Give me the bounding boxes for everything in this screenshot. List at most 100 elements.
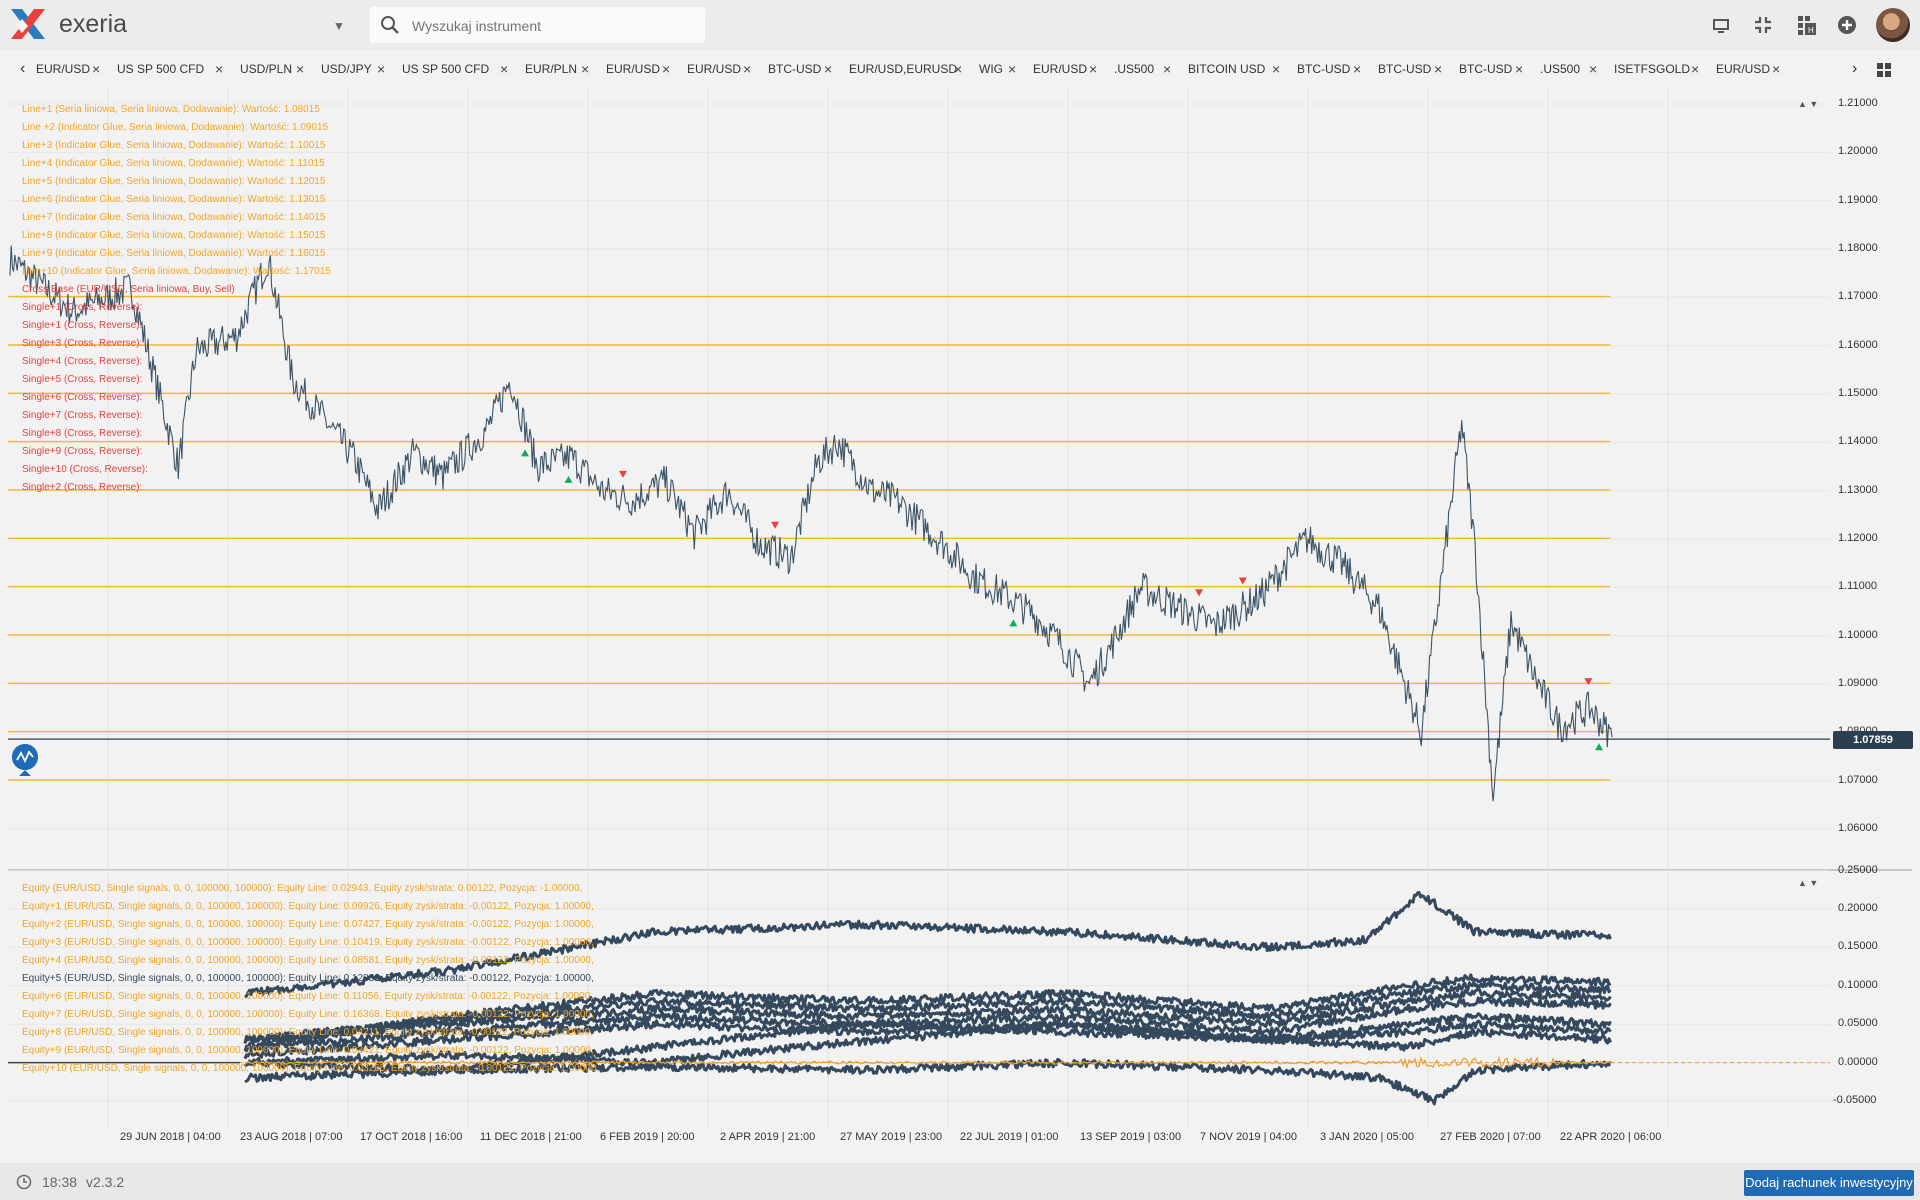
y-tick-label: 1.13000 — [1838, 483, 1878, 496]
legend-line-entry[interactable]: Line+4 (Indicator Glue, Seria liniowa, D… — [22, 158, 325, 169]
legend-signal-entry[interactable]: Single+9 (Cross, Reverse): — [22, 446, 143, 457]
legend-equity-entry[interactable]: Equity+2 (EUR/USD, Single signals, 0, 0,… — [22, 919, 594, 930]
search-icon — [381, 16, 399, 34]
legend-line-entry[interactable]: Line +2 (Indicator Glue, Seria liniowa, … — [22, 122, 329, 133]
legend-signal-entry[interactable]: Single+2 (Cross, Reverse): — [22, 482, 143, 493]
tab-close-icon[interactable]: × — [662, 61, 671, 77]
tab-instrument[interactable]: BTC-USD × — [768, 50, 832, 88]
tab-instrument[interactable]: EUR/PLN × — [525, 50, 589, 88]
tab-close-icon[interactable]: × — [1008, 61, 1017, 77]
tab-close-icon[interactable]: × — [296, 61, 305, 77]
tab-close-icon[interactable]: × — [1272, 61, 1281, 77]
legend-line-entry[interactable]: Line+1 (Seria liniowa, Seria liniowa, Do… — [22, 104, 320, 115]
legend-line-entry[interactable]: Line+9 (Indicator Glue, Seria liniowa, D… — [22, 248, 326, 259]
y-tick-label: 1.14000 — [1838, 435, 1878, 448]
tab-close-icon[interactable]: × — [824, 61, 833, 77]
legend-equity-entry[interactable]: Equity+5 (EUR/USD, Single signals, 0, 0,… — [22, 973, 594, 984]
legend-signal-entry[interactable]: Single+10 (Cross, Reverse): — [22, 464, 148, 475]
tabs-grid-icon[interactable] — [1876, 62, 1892, 78]
legend-equity-entry[interactable]: Equity+9 (EUR/USD, Single signals, 0, 0,… — [22, 1045, 594, 1056]
exeria-logo[interactable] — [8, 6, 48, 42]
compress-icon[interactable] — [1752, 14, 1774, 36]
tab-instrument[interactable]: EUR/USD × — [1716, 50, 1780, 90]
tab-instrument[interactable]: US SP 500 CFD × — [117, 50, 223, 88]
tab-close-icon[interactable]: × — [215, 61, 224, 77]
sell-signal-marker — [1584, 678, 1593, 686]
legend-signal-entry[interactable]: Single+1 (Cross, Reverse): — [22, 320, 143, 331]
legend-line-entry[interactable]: Line+8 (Indicator Glue, Seria liniowa, D… — [22, 230, 326, 241]
add-circle-icon[interactable] — [1836, 14, 1858, 36]
tab-close-icon[interactable]: × — [1089, 61, 1098, 77]
legend-signal-entry[interactable]: Single+8 (Cross, Reverse): — [22, 428, 143, 439]
tab-close-icon[interactable]: × — [954, 61, 963, 77]
tab-close-icon[interactable]: × — [377, 61, 386, 77]
tabs-scroll-right-icon[interactable]: › — [1852, 60, 1858, 77]
drawing-tool-icon[interactable] — [10, 742, 40, 780]
legend-equity-entry[interactable]: Equity+3 (EUR/USD, Single signals, 0, 0,… — [22, 937, 594, 948]
tab-instrument[interactable]: ISETFSGOLD × — [1614, 50, 1699, 88]
tab-instrument[interactable]: BTC-USD × — [1297, 50, 1361, 88]
tab-close-icon[interactable]: × — [1434, 61, 1443, 77]
legend-equity-entry[interactable]: Equity+8 (EUR/USD, Single signals, 0, 0,… — [22, 1027, 593, 1038]
tab-close-icon[interactable]: × — [1772, 61, 1781, 77]
legend-signal-entry[interactable]: Single+6 (Cross, Reverse): — [22, 392, 143, 403]
tab-close-icon[interactable]: × — [581, 61, 590, 77]
add-account-button[interactable]: Dodaj rachunek inwestycyjny — [1744, 1170, 1914, 1196]
tab-instrument[interactable]: USD/JPY × — [321, 50, 385, 88]
tab-close-icon[interactable]: × — [1163, 61, 1172, 77]
monitor-icon[interactable] — [1710, 14, 1732, 36]
tab-close-icon[interactable]: × — [92, 61, 101, 77]
main-pane-arrows-icon[interactable]: ▲ ▼ — [1798, 99, 1819, 109]
tab-instrument[interactable]: WIG × — [979, 50, 1016, 88]
tab-instrument[interactable]: USD/PLN × — [240, 50, 304, 88]
legend-signal-entry[interactable]: Cross Base (EUR/USD, Seria liniowa, Buy,… — [22, 284, 235, 295]
tab-close-icon[interactable]: × — [1515, 61, 1524, 77]
tab-close-icon[interactable]: × — [1691, 61, 1700, 77]
legend-line-entry[interactable]: Line+5 (Indicator Glue, Seria liniowa, D… — [22, 176, 326, 187]
legend-signal-entry[interactable]: Single+5 (Cross, Reverse): — [22, 374, 143, 385]
tab-close-icon[interactable]: × — [1353, 61, 1362, 77]
tab-instrument[interactable]: EUR/USD,EURUSD × — [849, 50, 962, 88]
tab-instrument[interactable]: .US500 × — [1114, 50, 1171, 88]
tab-instrument[interactable]: EUR/USD × — [36, 50, 100, 88]
y-tick-label: 1.16000 — [1838, 338, 1878, 351]
legend-line-entry[interactable]: Line+6 (Indicator Glue, Seria liniowa, D… — [22, 194, 326, 205]
tab-instrument[interactable]: BITCOIN USD × — [1188, 50, 1280, 88]
tab-instrument[interactable]: EUR/USD × — [687, 50, 751, 88]
user-avatar[interactable] — [1876, 8, 1910, 42]
equity-line — [243, 988, 1612, 1044]
search-input[interactable] — [410, 13, 694, 39]
legend-signal-entry[interactable]: Single+3 (Cross, Reverse): — [22, 338, 143, 349]
tab-instrument[interactable]: .US500 × — [1540, 50, 1597, 88]
y-tick-label: 1.20000 — [1838, 145, 1878, 158]
legend-equity-entry[interactable]: Equity+10 (EUR/USD, Single signals, 0, 0… — [22, 1063, 600, 1074]
equity-y-tick-label: 0.10000 — [1838, 978, 1878, 991]
legend-equity-entry[interactable]: Equity (EUR/USD, Single signals, 0, 0, 1… — [22, 883, 583, 894]
tab-instrument[interactable]: BTC-USD × — [1459, 50, 1523, 88]
tab-instrument[interactable]: EUR/USD × — [1033, 50, 1097, 88]
search-box[interactable] — [370, 7, 705, 43]
tab-instrument[interactable]: EUR/USD × — [606, 50, 670, 88]
legend-signal-entry[interactable]: Single+4 (Cross, Reverse): — [22, 356, 143, 367]
equity-pane-arrows-icon[interactable]: ▲ ▼ — [1798, 878, 1819, 888]
legend-equity-entry[interactable]: Equity+1 (EUR/USD, Single signals, 0, 0,… — [22, 901, 594, 912]
x-tick-label: 6 FEB 2019 | 20:00 — [600, 1131, 695, 1143]
tab-instrument[interactable]: BTC-USD × — [1378, 50, 1442, 88]
legend-equity-entry[interactable]: Equity+4 (EUR/USD, Single signals, 0, 0,… — [22, 955, 594, 966]
legend-signal-entry[interactable]: Single+1 (Cross, Reverse): — [22, 302, 143, 313]
tab-label: EUR/USD,EURUSD — [849, 62, 958, 76]
legend-line-entry[interactable]: Line+3 (Indicator Glue, Seria liniowa, D… — [22, 140, 326, 151]
tabs-scroll-left-icon[interactable]: ‹ — [20, 60, 26, 77]
legend-equity-entry[interactable]: Equity+6 (EUR/USD, Single signals, 0, 0,… — [22, 991, 593, 1002]
layout-icon[interactable]: H — [1796, 14, 1818, 36]
tab-close-icon[interactable]: × — [743, 61, 752, 77]
tab-close-icon[interactable]: × — [500, 61, 509, 77]
legend-line-entry[interactable]: Line+10 (Indicator Glue, Seria liniowa, … — [22, 266, 331, 277]
legend-line-entry[interactable]: Line+7 (Indicator Glue, Seria liniowa, D… — [22, 212, 326, 223]
workspace-dropdown-icon[interactable]: ▼ — [333, 19, 345, 33]
legend-signal-entry[interactable]: Single+7 (Cross, Reverse): — [22, 410, 143, 421]
price-chart[interactable] — [0, 88, 1920, 1163]
tab-instrument[interactable]: US SP 500 CFD × — [402, 50, 508, 88]
tab-close-icon[interactable]: × — [1589, 61, 1598, 77]
legend-equity-entry[interactable]: Equity+7 (EUR/USD, Single signals, 0, 0,… — [22, 1009, 594, 1020]
